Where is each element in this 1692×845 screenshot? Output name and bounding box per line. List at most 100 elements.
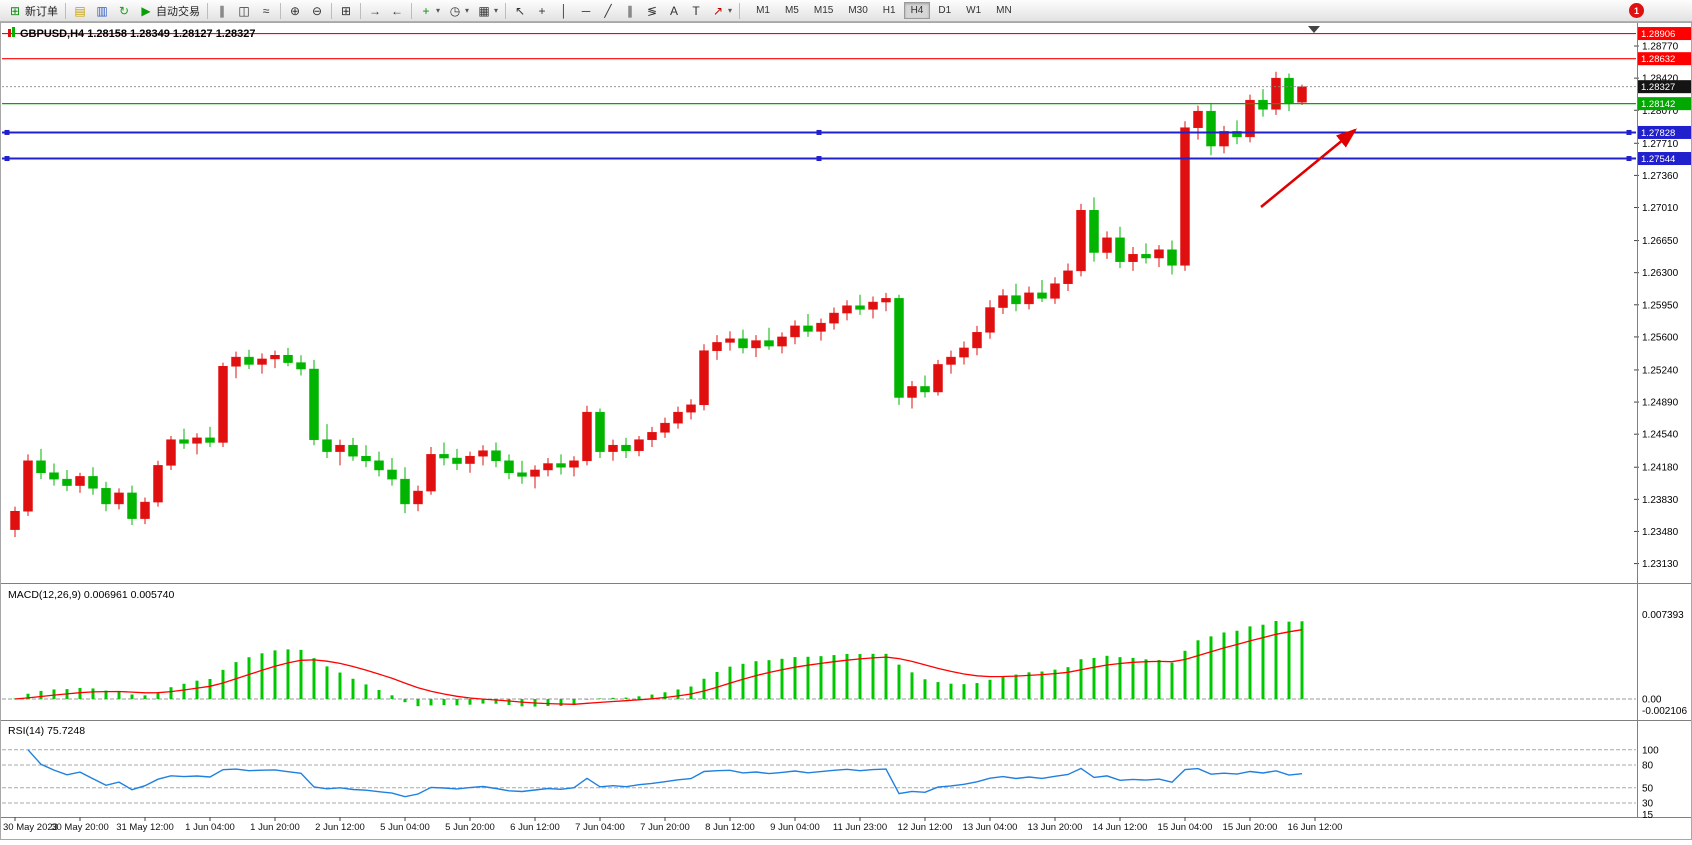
vertical-line-icon: │: [560, 3, 568, 18]
profiles-button[interactable]: ▥: [91, 1, 113, 21]
periods-button[interactable]: ◷ ▾: [444, 1, 473, 21]
chart-shift-icon: ←: [391, 3, 403, 18]
svg-text:2 Jun 12:00: 2 Jun 12:00: [315, 822, 365, 833]
timeframe-h4-button[interactable]: H4: [903, 2, 931, 19]
horizontal-line-1.28906[interactable]: 1.28906: [2, 27, 1692, 41]
chevron-down-icon: ▾: [494, 6, 499, 15]
chevron-down-icon: ▾: [436, 6, 441, 15]
svg-text:1.28142: 1.28142: [1641, 99, 1675, 110]
timeframe-m5-button[interactable]: M5: [784, 5, 799, 16]
svg-text:1.28770: 1.28770: [1642, 42, 1679, 53]
svg-text:100: 100: [1642, 745, 1659, 756]
fibonacci-icon: ≶: [647, 3, 658, 18]
timeframe-w1-button[interactable]: W1: [966, 5, 982, 16]
trendline-icon: ╱: [604, 3, 612, 18]
svg-text:RSI(14) 75.7248: RSI(14) 75.7248: [8, 725, 85, 737]
crosshair-button[interactable]: +: [531, 1, 553, 21]
autotrading-button-label: 自动交易: [156, 5, 200, 18]
new-order-button[interactable]: ⊞ 新订单: [4, 1, 62, 21]
bar-chart-button[interactable]: ∥: [211, 1, 233, 21]
svg-text:1.24540: 1.24540: [1642, 430, 1679, 441]
chart-ohlc-header: GBPUSD,H4 1.28158 1.28349 1.28127 1.2832…: [8, 27, 255, 40]
autotrading-button[interactable]: ▶ 自动交易: [135, 1, 204, 21]
vertical-line-button[interactable]: │: [553, 1, 575, 21]
timeframe-m15-button[interactable]: M15: [813, 5, 834, 16]
refresh-icon: ↻: [118, 3, 130, 18]
svg-text:14 Jun 12:00: 14 Jun 12:00: [1093, 822, 1148, 833]
svg-text:13 Jun 20:00: 13 Jun 20:00: [1028, 822, 1083, 833]
zoom-out-button[interactable]: ⊖: [306, 1, 328, 21]
svg-text:1.28420: 1.28420: [1642, 74, 1679, 85]
templates-button[interactable]: ▦ ▾: [473, 1, 502, 21]
toolbar-separator: [207, 2, 208, 19]
svg-text:1.28906: 1.28906: [1641, 29, 1675, 40]
text-icon: A: [670, 3, 679, 18]
chart-window-button[interactable]: ▤: [69, 1, 91, 21]
svg-text:0.007393: 0.007393: [1642, 610, 1684, 621]
zoom-out-icon: ⊖: [311, 3, 323, 18]
fibonacci-button[interactable]: ≶: [641, 1, 663, 21]
text-label-button[interactable]: T: [685, 1, 707, 21]
horizontal-line-1.27828[interactable]: 1.27828: [2, 125, 1692, 139]
bid-price-line: 1.28327: [2, 80, 1692, 93]
toolbar-separator: [65, 2, 66, 19]
zoom-in-button[interactable]: ⊕: [284, 1, 306, 21]
horizontal-line-1.27544[interactable]: 1.27544: [2, 152, 1692, 166]
svg-text:1.27710: 1.27710: [1642, 139, 1679, 150]
timeframe-m1-button[interactable]: M1: [756, 5, 770, 16]
toolbar-separator: [411, 2, 412, 19]
line-chart-button[interactable]: ≈: [255, 1, 277, 21]
horizontal-line-button[interactable]: ─: [575, 1, 597, 21]
auto-scroll-button[interactable]: →: [364, 1, 386, 21]
trendline-button[interactable]: ╱: [597, 1, 619, 21]
line-chart-icon: ≈: [262, 3, 270, 18]
channel-button[interactable]: ∥: [619, 1, 641, 21]
timeframe-mn-button[interactable]: MN: [996, 5, 1012, 16]
text-button[interactable]: A: [663, 1, 685, 21]
chevron-down-icon: ▾: [728, 6, 733, 15]
horizontal-line-icon: ─: [581, 3, 591, 18]
indicators-button[interactable]: + ▾: [415, 1, 444, 21]
svg-text:11 Jun 23:00: 11 Jun 23:00: [833, 822, 887, 833]
candlestick-button[interactable]: ◫: [233, 1, 255, 21]
zoom-in-icon: ⊕: [289, 3, 301, 18]
notification-badge[interactable]: 1: [1629, 3, 1644, 18]
timeframe-m30-button[interactable]: M30: [848, 5, 868, 16]
tile-windows-icon: ⊞: [340, 3, 352, 18]
horizontal-line-1.28632[interactable]: 1.28632: [2, 52, 1692, 66]
svg-text:1.28632: 1.28632: [1641, 54, 1675, 65]
svg-text:1.24890: 1.24890: [1642, 398, 1679, 409]
indicators-icon: +: [422, 3, 430, 18]
horizontal-line-1.28142[interactable]: 1.28142: [2, 97, 1692, 111]
svg-text:5 Jun 04:00: 5 Jun 04:00: [380, 822, 430, 833]
chart-shift-button[interactable]: ←: [386, 1, 408, 21]
arrows-button[interactable]: ↗ ▾: [707, 1, 736, 21]
svg-text:1.26650: 1.26650: [1642, 236, 1679, 247]
symbol-icon: [8, 27, 15, 37]
trend-arrow-annotation[interactable]: [1260, 128, 1358, 209]
candlestick-icon: ◫: [238, 3, 250, 18]
new-order-button-label: 新订单: [25, 5, 58, 18]
new-order-icon: ⊞: [9, 3, 21, 18]
clock-icon: ◷: [449, 3, 461, 18]
svg-text:1.25600: 1.25600: [1642, 332, 1679, 343]
svg-text:MACD(12,26,9) 0.006961 0.00574: MACD(12,26,9) 0.006961 0.005740: [8, 589, 175, 601]
svg-text:1.25950: 1.25950: [1642, 300, 1679, 311]
toolbar-separator: [280, 2, 281, 19]
timeframe-d1-button[interactable]: D1: [938, 5, 952, 16]
cursor-button[interactable]: ↖: [509, 1, 531, 21]
refresh-button[interactable]: ↻: [113, 1, 135, 21]
svg-text:13 Jun 04:00: 13 Jun 04:00: [963, 822, 1018, 833]
svg-text:1.28070: 1.28070: [1642, 106, 1679, 117]
svg-text:1.23480: 1.23480: [1642, 527, 1679, 538]
svg-text:30 May 2023: 30 May 2023: [3, 822, 58, 833]
crosshair-icon: +: [538, 3, 546, 18]
svg-text:16 Jun 12:00: 16 Jun 12:00: [1288, 822, 1343, 833]
tile-windows-button[interactable]: ⊞: [335, 1, 357, 21]
timeframe-h1-button[interactable]: H1: [882, 5, 896, 16]
svg-text:1.23130: 1.23130: [1642, 559, 1679, 570]
toolbar-separator: [360, 2, 361, 19]
chart-shift-marker[interactable]: [1308, 26, 1320, 33]
